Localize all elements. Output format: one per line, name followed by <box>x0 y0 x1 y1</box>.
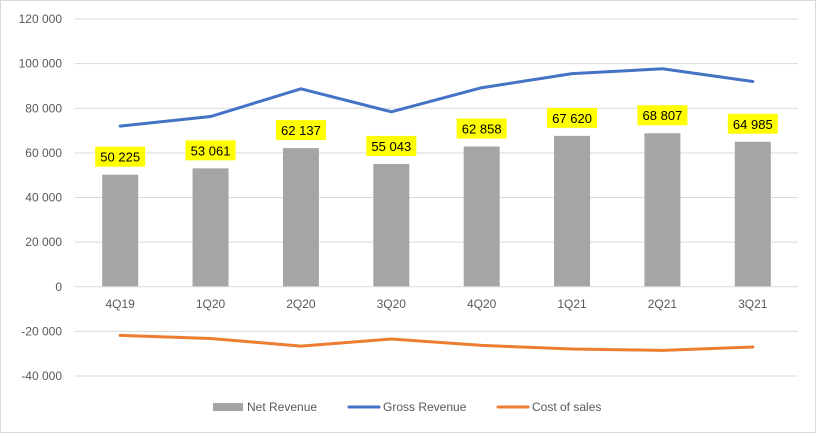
x-tick-label: 3Q20 <box>377 297 407 311</box>
data-label-background <box>185 140 236 161</box>
y-tick-label: -20 000 <box>21 324 62 338</box>
x-tick-label: 4Q19 <box>106 297 136 311</box>
data-label: 62 137 <box>281 123 321 138</box>
data-label: 68 807 <box>643 108 683 123</box>
data-label: 53 061 <box>191 143 231 158</box>
y-tick-label: -40 000 <box>21 369 62 383</box>
legend-label: Net Revenue <box>247 400 317 414</box>
x-tick-label: 1Q20 <box>196 297 226 311</box>
y-tick-label: 80 000 <box>25 101 62 115</box>
y-tick-label: 40 000 <box>25 191 62 205</box>
data-label-background <box>275 120 326 141</box>
x-axis-ticks: 4Q19 1Q20 2Q20 3Q20 4Q20 1Q21 2Q21 3Q21 <box>106 297 768 311</box>
net-revenue-bars <box>102 133 771 287</box>
y-tick-label: 60 000 <box>25 146 62 160</box>
line-series <box>118 67 755 352</box>
data-label-background <box>727 113 778 134</box>
net-revenue-bar <box>554 135 591 287</box>
y-tick-label: 20 000 <box>25 235 62 249</box>
data-label-background <box>456 118 507 139</box>
gross-revenue-line <box>118 67 755 128</box>
net-revenue-bar <box>644 133 681 287</box>
legend-label: Gross Revenue <box>383 400 467 414</box>
data-label: 62 858 <box>462 121 502 136</box>
legend-swatch <box>213 403 243 411</box>
y-tick-label: 0 <box>55 280 62 294</box>
net-revenue-bar <box>373 163 410 287</box>
cost-of-sales-line <box>118 333 755 352</box>
data-label: 50 225 <box>100 150 140 165</box>
x-tick-label: 1Q21 <box>557 297 587 311</box>
y-tick-label: 120 000 <box>19 12 63 26</box>
x-tick-label: 2Q21 <box>648 297 678 311</box>
data-label-background <box>637 105 688 126</box>
net-revenue-bar <box>463 146 500 287</box>
net-revenue-bar <box>734 141 771 287</box>
data-label-background <box>366 135 417 156</box>
x-tick-label: 2Q20 <box>286 297 316 311</box>
y-axis-ticks: 120 000 100 000 80 000 60 000 40 000 20 000 0 -… <box>19 12 63 383</box>
net-revenue-bar <box>192 168 229 287</box>
data-label: 64 985 <box>733 117 773 132</box>
legend-label: Cost of sales <box>532 400 601 414</box>
data-label-background <box>95 146 146 167</box>
net-revenue-bar <box>282 148 319 287</box>
data-label: 55 043 <box>371 139 411 154</box>
x-tick-label: 3Q21 <box>738 297 768 311</box>
data-label-background <box>547 107 598 128</box>
data-labels: 50 225 53 061 62 137 55 043 62 858 67 620 68 8… <box>95 105 778 167</box>
data-label: 67 620 <box>552 111 592 126</box>
x-tick-label: 4Q20 <box>467 297 497 311</box>
net-revenue-bar <box>102 174 139 287</box>
legend: Net Revenue Gross Revenue Cost of sales <box>213 400 601 414</box>
y-tick-label: 100 000 <box>19 57 63 71</box>
